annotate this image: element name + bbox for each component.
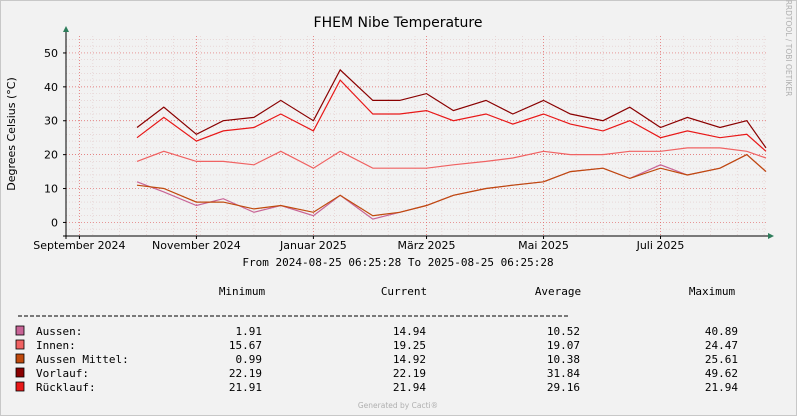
x-axis-arrow — [768, 233, 774, 239]
legend-swatch — [15, 367, 25, 378]
legend-value: 22.19 — [393, 367, 426, 380]
legend-header: Maximum — [689, 285, 736, 298]
legend-value: 1.91 — [236, 325, 263, 338]
legend-header: Average — [535, 285, 581, 298]
legend-value: 31.84 — [547, 367, 580, 380]
legend-value: 10.38 — [547, 353, 580, 366]
legend-value: 19.07 — [547, 339, 580, 352]
legend-header: Minimum — [219, 285, 266, 298]
legend-swatch — [15, 353, 25, 364]
y-tick-label: 20 — [44, 149, 58, 162]
y-tick-label: 40 — [44, 81, 58, 94]
legend-value: 21.94 — [393, 381, 426, 394]
x-tick-label: Januar 2025 — [279, 239, 347, 252]
legend-value: 22.19 — [229, 367, 262, 380]
legend-label: Innen: — [36, 339, 76, 352]
legend-value: 10.52 — [547, 325, 580, 338]
series-line-aussen — [136, 153, 767, 220]
series-line-aussen-mittel — [136, 153, 767, 217]
legend-value: 25.61 — [705, 353, 738, 366]
legend-swatch — [15, 339, 25, 350]
legend-label: Aussen Mittel: — [36, 353, 129, 366]
series-line-vorlauf — [136, 68, 767, 149]
legend-table: Aussen: 1.91 14.94 10.52 40.89 Innen: 15.67 19.… — [15, 325, 738, 394]
legend-swatch — [15, 381, 25, 392]
legend-value: 15.67 — [229, 339, 262, 352]
legend-value: 21.94 — [705, 381, 738, 394]
y-tick-label: 10 — [44, 183, 58, 196]
minor-grid — [65, 36, 766, 236]
x-tick-label: Juli 2025 — [636, 239, 685, 252]
legend-label: Rücklauf: — [36, 381, 96, 394]
y-tick-label: 30 — [44, 115, 58, 128]
x-tick-labels: September 2024 November 2024 Januar 2025 Mä… — [33, 239, 684, 252]
footer-credit: Generated by Cacti® — [358, 401, 438, 410]
legend-value: 0.99 — [236, 353, 263, 366]
y-axis-label: Degrees Celsius (°C) — [5, 77, 18, 191]
x-tick-label: November 2024 — [152, 239, 241, 252]
x-tick-label: September 2024 — [33, 239, 125, 252]
legend-value: 21.91 — [229, 381, 262, 394]
legend-value: 40.89 — [705, 325, 738, 338]
legend-swatch — [15, 325, 25, 336]
legend-label: Aussen: — [36, 325, 82, 338]
legend-value: 29.16 — [547, 381, 580, 394]
x-tick-label: März 2025 — [398, 239, 456, 252]
legend-value: 14.92 — [393, 353, 426, 366]
axes — [63, 26, 774, 239]
y-tick-label: 50 — [44, 47, 58, 60]
legend-value: 19.25 — [393, 339, 426, 352]
y-axis-arrow — [63, 26, 69, 32]
legend-label: Vorlauf: — [36, 367, 89, 380]
x-tick-label: Mai 2025 — [518, 239, 569, 252]
series-line-r-cklauf — [136, 79, 767, 152]
time-range-subtitle: From 2024-08-25 06:25:28 To 2025-08-25 0… — [242, 256, 553, 269]
legend-value: 49.62 — [705, 367, 738, 380]
chart-title: FHEM Nibe Temperature — [314, 15, 483, 31]
major-grid — [66, 36, 766, 236]
legend-value: 14.94 — [393, 325, 426, 338]
legend-value: 24.47 — [705, 339, 738, 352]
series-line-innen — [136, 147, 767, 169]
series-layer — [136, 68, 767, 220]
y-tick-label: 0 — [51, 216, 58, 229]
rrdtool-watermark: RRDTOOL / TOBI OETIKER — [784, 0, 793, 96]
legend-header-row: Minimum Current Average Maximum — [219, 285, 736, 298]
y-tick-labels: 0 10 20 30 40 50 — [44, 47, 58, 229]
legend-header: Current — [381, 285, 427, 298]
